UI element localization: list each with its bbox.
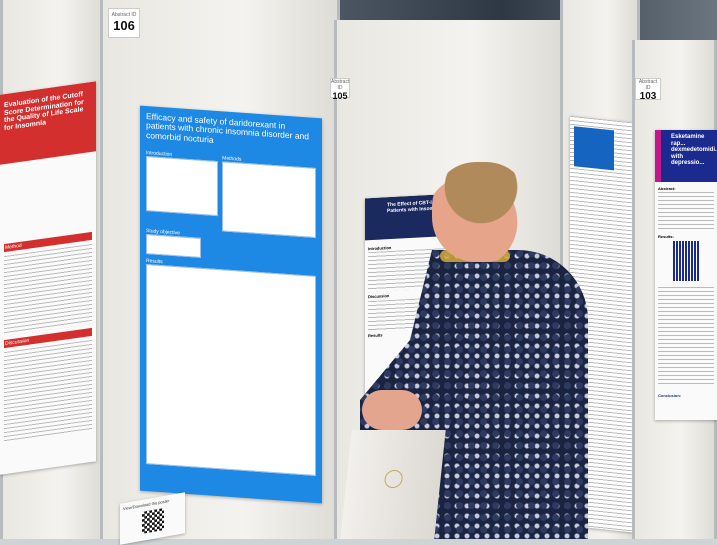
board-sign-number: 105 — [332, 91, 348, 101]
poster-right-section: Abstract: — [658, 186, 676, 191]
board-sign-label: Abstract ID — [111, 12, 137, 18]
qr-code[interactable] — [141, 508, 164, 534]
board-number-sign: Abstract ID 106 — [108, 8, 140, 38]
tote-bag-logo — [383, 470, 404, 488]
person-arm — [362, 390, 422, 430]
board-sign-number: 103 — [639, 91, 657, 102]
poster-right-header: Esketamine rap... dexmedetomidi... with … — [655, 130, 717, 182]
board-number-sign: Abstract ID 105 — [330, 78, 350, 101]
board-number-sign: Abstract ID 103 — [635, 78, 661, 102]
person-head — [432, 162, 530, 262]
poster-main-title: Efficacy and safety of daridorexant in p… — [146, 111, 310, 145]
poster-left-header: Evaluation of the Cutoff Score Determina… — [0, 81, 96, 165]
poster-left: Evaluation of the Cutoff Score Determina… — [0, 81, 96, 475]
tote-bag — [340, 430, 446, 539]
board-sign-number: 106 — [113, 18, 135, 33]
poster-right-section: Conclusion: — [658, 393, 682, 398]
poster-right-title: Esketamine rap... dexmedetomidi... with … — [671, 134, 717, 167]
board-sign-label: Abstract ID — [331, 79, 350, 91]
board-sign-label: Abstract ID — [638, 79, 658, 91]
poster-main: Efficacy and safety of daridorexant in p… — [140, 105, 322, 504]
poster-right: Esketamine rap... dexmedetomidi... with … — [655, 130, 717, 420]
poster-left-title: Evaluation of the Cutoff Score Determina… — [4, 91, 84, 133]
poster-right-section: Results: — [658, 234, 674, 239]
